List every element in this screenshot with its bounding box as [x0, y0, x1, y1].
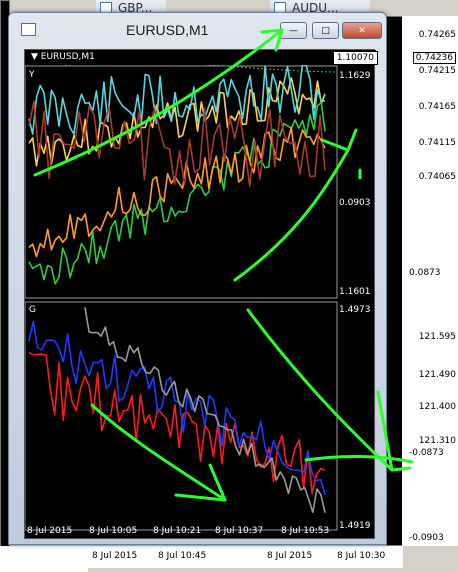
panel-y-label: Y [29, 70, 35, 80]
window-title: EURUSD,M1 [126, 22, 209, 38]
chart-canvas[interactable] [25, 50, 376, 540]
symbol-bar: ▼ EURUSD,M1 1.10070 [25, 50, 378, 65]
bg-time-axis-left: 8 Jul 2015 8 Jul 10:45 [88, 546, 263, 568]
symbol-price-badge: 1.10070 [332, 51, 378, 65]
time-label: 8 Jul 2015 [267, 551, 313, 561]
time-label: 8 Jul 10:30 [337, 551, 386, 561]
panel-y-right-top: 1.1629 [339, 71, 371, 81]
chart-area[interactable]: ▼ EURUSD,M1 1.10070 Y G 1.1629 0.0903 1.… [24, 49, 378, 540]
price-label: 121.595 [418, 332, 456, 342]
panel-g-right-top: 1.4973 [339, 305, 371, 315]
symbol-label: ▼ EURUSD,M1 [31, 52, 95, 62]
chart-window-icon [21, 23, 36, 36]
maximize-icon: □ [321, 25, 330, 36]
price-label: 121.400 [418, 402, 456, 412]
close-button[interactable]: ✕ [342, 22, 382, 39]
outer-g-mid-label: -0.0873 [409, 448, 444, 458]
outer-g-low-label: -0.0903 [409, 533, 444, 543]
bg-time-axis-right: 8 Jul 2015 8 Jul 10:30 [263, 546, 403, 568]
price-label: 0.74165 [418, 102, 456, 112]
x-axis-label: 8 Jul 2015 [27, 526, 73, 536]
close-icon: ✕ [358, 25, 366, 36]
price-label: 0.74265 [418, 30, 456, 40]
window-titlebar[interactable]: EURUSD,M1 — □ ✕ [9, 13, 386, 47]
time-label: 8 Jul 10:45 [158, 551, 207, 561]
panel-g-label: G [29, 305, 36, 315]
x-axis-label: 8 Jul 10:53 [281, 526, 330, 536]
bg-gbp-title-text: GBP... [118, 1, 153, 15]
time-label: 8 Jul 2015 [92, 551, 138, 561]
minimize-icon: — [289, 25, 298, 36]
panel-y-right-mid: 0.0903 [339, 198, 371, 208]
panel-y-frame [25, 65, 338, 299]
price-label: 0.74115 [418, 138, 456, 148]
price-label: 0.74215 [418, 66, 456, 76]
price-label: 0.74236 [412, 52, 456, 64]
price-label: 121.310 [418, 436, 456, 446]
x-axis-label: 8 Jul 10:05 [89, 526, 138, 536]
chart-window-eurusd[interactable]: EURUSD,M1 — □ ✕ ▼ EURUSD,M1 1.10070 Y G … [8, 12, 387, 545]
panel-g-right-bottom: 1.4919 [339, 521, 371, 531]
price-label: 0.74065 [418, 172, 456, 182]
x-axis-label: 8 Jul 10:37 [215, 526, 264, 536]
panel-y-right-bottom: 1.1601 [339, 287, 371, 297]
bg-right-price-axis: 0.74265 0.74236 0.74215 0.74165 0.74115 … [402, 16, 458, 546]
outer-y-low-label: 0.0873 [409, 268, 441, 278]
x-axis-label: 8 Jul 10:21 [153, 526, 202, 536]
bg-aud-title-text: AUDU... [292, 1, 339, 15]
minimize-button[interactable]: — [280, 22, 307, 39]
price-label: 121.490 [418, 370, 456, 380]
maximize-button[interactable]: □ [312, 22, 339, 39]
bg-chart-bottom-strip [0, 546, 88, 572]
